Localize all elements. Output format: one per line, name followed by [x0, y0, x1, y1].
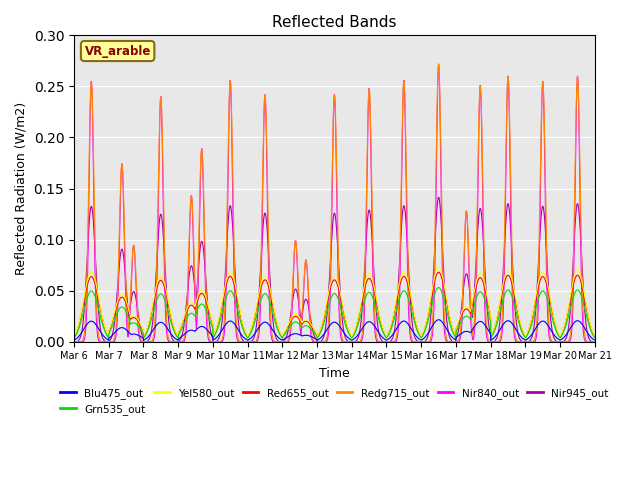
Legend: Blu475_out, Grn535_out, Yel580_out, Red655_out, Redg715_out, Nir840_out, Nir945_: Blu475_out, Grn535_out, Yel580_out, Red6… — [56, 384, 612, 419]
Yel580_out — [591, 334, 598, 339]
Red655_out — [315, 331, 323, 337]
Grn535_out — [164, 307, 172, 313]
Text: VR_arable: VR_arable — [84, 45, 151, 58]
Yel580_out — [422, 319, 430, 325]
Redg715_out — [422, 339, 430, 345]
Red655_out — [435, 269, 442, 275]
Red655_out — [591, 333, 598, 339]
X-axis label: Time: Time — [319, 367, 350, 380]
Grn535_out — [422, 324, 430, 330]
Blu475_out — [451, 336, 459, 342]
Yel580_out — [70, 334, 78, 339]
Nir945_out — [591, 339, 598, 345]
Nir840_out — [451, 339, 459, 345]
Redg715_out — [435, 61, 442, 67]
Red655_out — [422, 321, 430, 326]
Grn535_out — [481, 296, 488, 302]
Red655_out — [164, 299, 172, 304]
Nir945_out — [315, 339, 323, 345]
Red655_out — [451, 332, 459, 338]
Blu475_out — [422, 333, 430, 339]
Red655_out — [591, 334, 598, 339]
Nir945_out — [451, 339, 459, 345]
Redg715_out — [591, 339, 598, 345]
Y-axis label: Reflected Radiation (W/m2): Reflected Radiation (W/m2) — [15, 102, 28, 275]
Grn535_out — [591, 335, 598, 341]
Nir840_out — [315, 339, 323, 345]
Blu475_out — [591, 337, 598, 343]
Grn535_out — [451, 334, 459, 339]
Red655_out — [70, 334, 78, 340]
Redg715_out — [315, 339, 323, 345]
Blu475_out — [315, 336, 323, 342]
Yel580_out — [140, 334, 147, 340]
Redg715_out — [164, 329, 172, 335]
Blu475_out — [591, 337, 598, 343]
Grn535_out — [70, 335, 78, 341]
Nir945_out — [70, 339, 78, 345]
Blu475_out — [164, 326, 172, 332]
Nir840_out — [422, 339, 430, 345]
Line: Blu475_out: Blu475_out — [74, 320, 595, 340]
Title: Reflected Bands: Reflected Bands — [272, 15, 397, 30]
Nir945_out — [422, 337, 430, 343]
Line: Redg715_out: Redg715_out — [74, 64, 595, 342]
Redg715_out — [481, 266, 488, 272]
Blu475_out — [140, 337, 147, 343]
Yel580_out — [451, 332, 459, 337]
Nir840_out — [590, 339, 598, 345]
Redg715_out — [590, 339, 598, 345]
Nir840_out — [70, 339, 78, 345]
Redg715_out — [451, 339, 459, 345]
Blu475_out — [481, 322, 488, 327]
Nir840_out — [164, 336, 172, 342]
Nir840_out — [481, 293, 488, 299]
Grn535_out — [435, 285, 442, 290]
Grn535_out — [140, 335, 147, 341]
Yel580_out — [435, 264, 442, 270]
Yel580_out — [315, 331, 323, 336]
Nir945_out — [435, 194, 442, 200]
Line: Nir840_out: Nir840_out — [74, 64, 595, 342]
Redg715_out — [70, 339, 78, 345]
Blu475_out — [70, 337, 78, 343]
Grn535_out — [315, 333, 323, 339]
Yel580_out — [481, 280, 488, 286]
Red655_out — [140, 334, 147, 340]
Line: Grn535_out: Grn535_out — [74, 288, 595, 338]
Grn535_out — [591, 334, 598, 340]
Line: Red655_out: Red655_out — [74, 272, 595, 337]
Yel580_out — [591, 333, 598, 338]
Yel580_out — [164, 295, 172, 301]
Nir945_out — [164, 305, 172, 311]
Line: Yel580_out: Yel580_out — [74, 267, 595, 337]
Nir945_out — [590, 339, 598, 345]
Red655_out — [481, 285, 488, 290]
Line: Nir945_out: Nir945_out — [74, 197, 595, 342]
Blu475_out — [435, 317, 442, 323]
Nir840_out — [591, 339, 598, 345]
Nir840_out — [435, 61, 442, 67]
Nir945_out — [481, 259, 488, 264]
